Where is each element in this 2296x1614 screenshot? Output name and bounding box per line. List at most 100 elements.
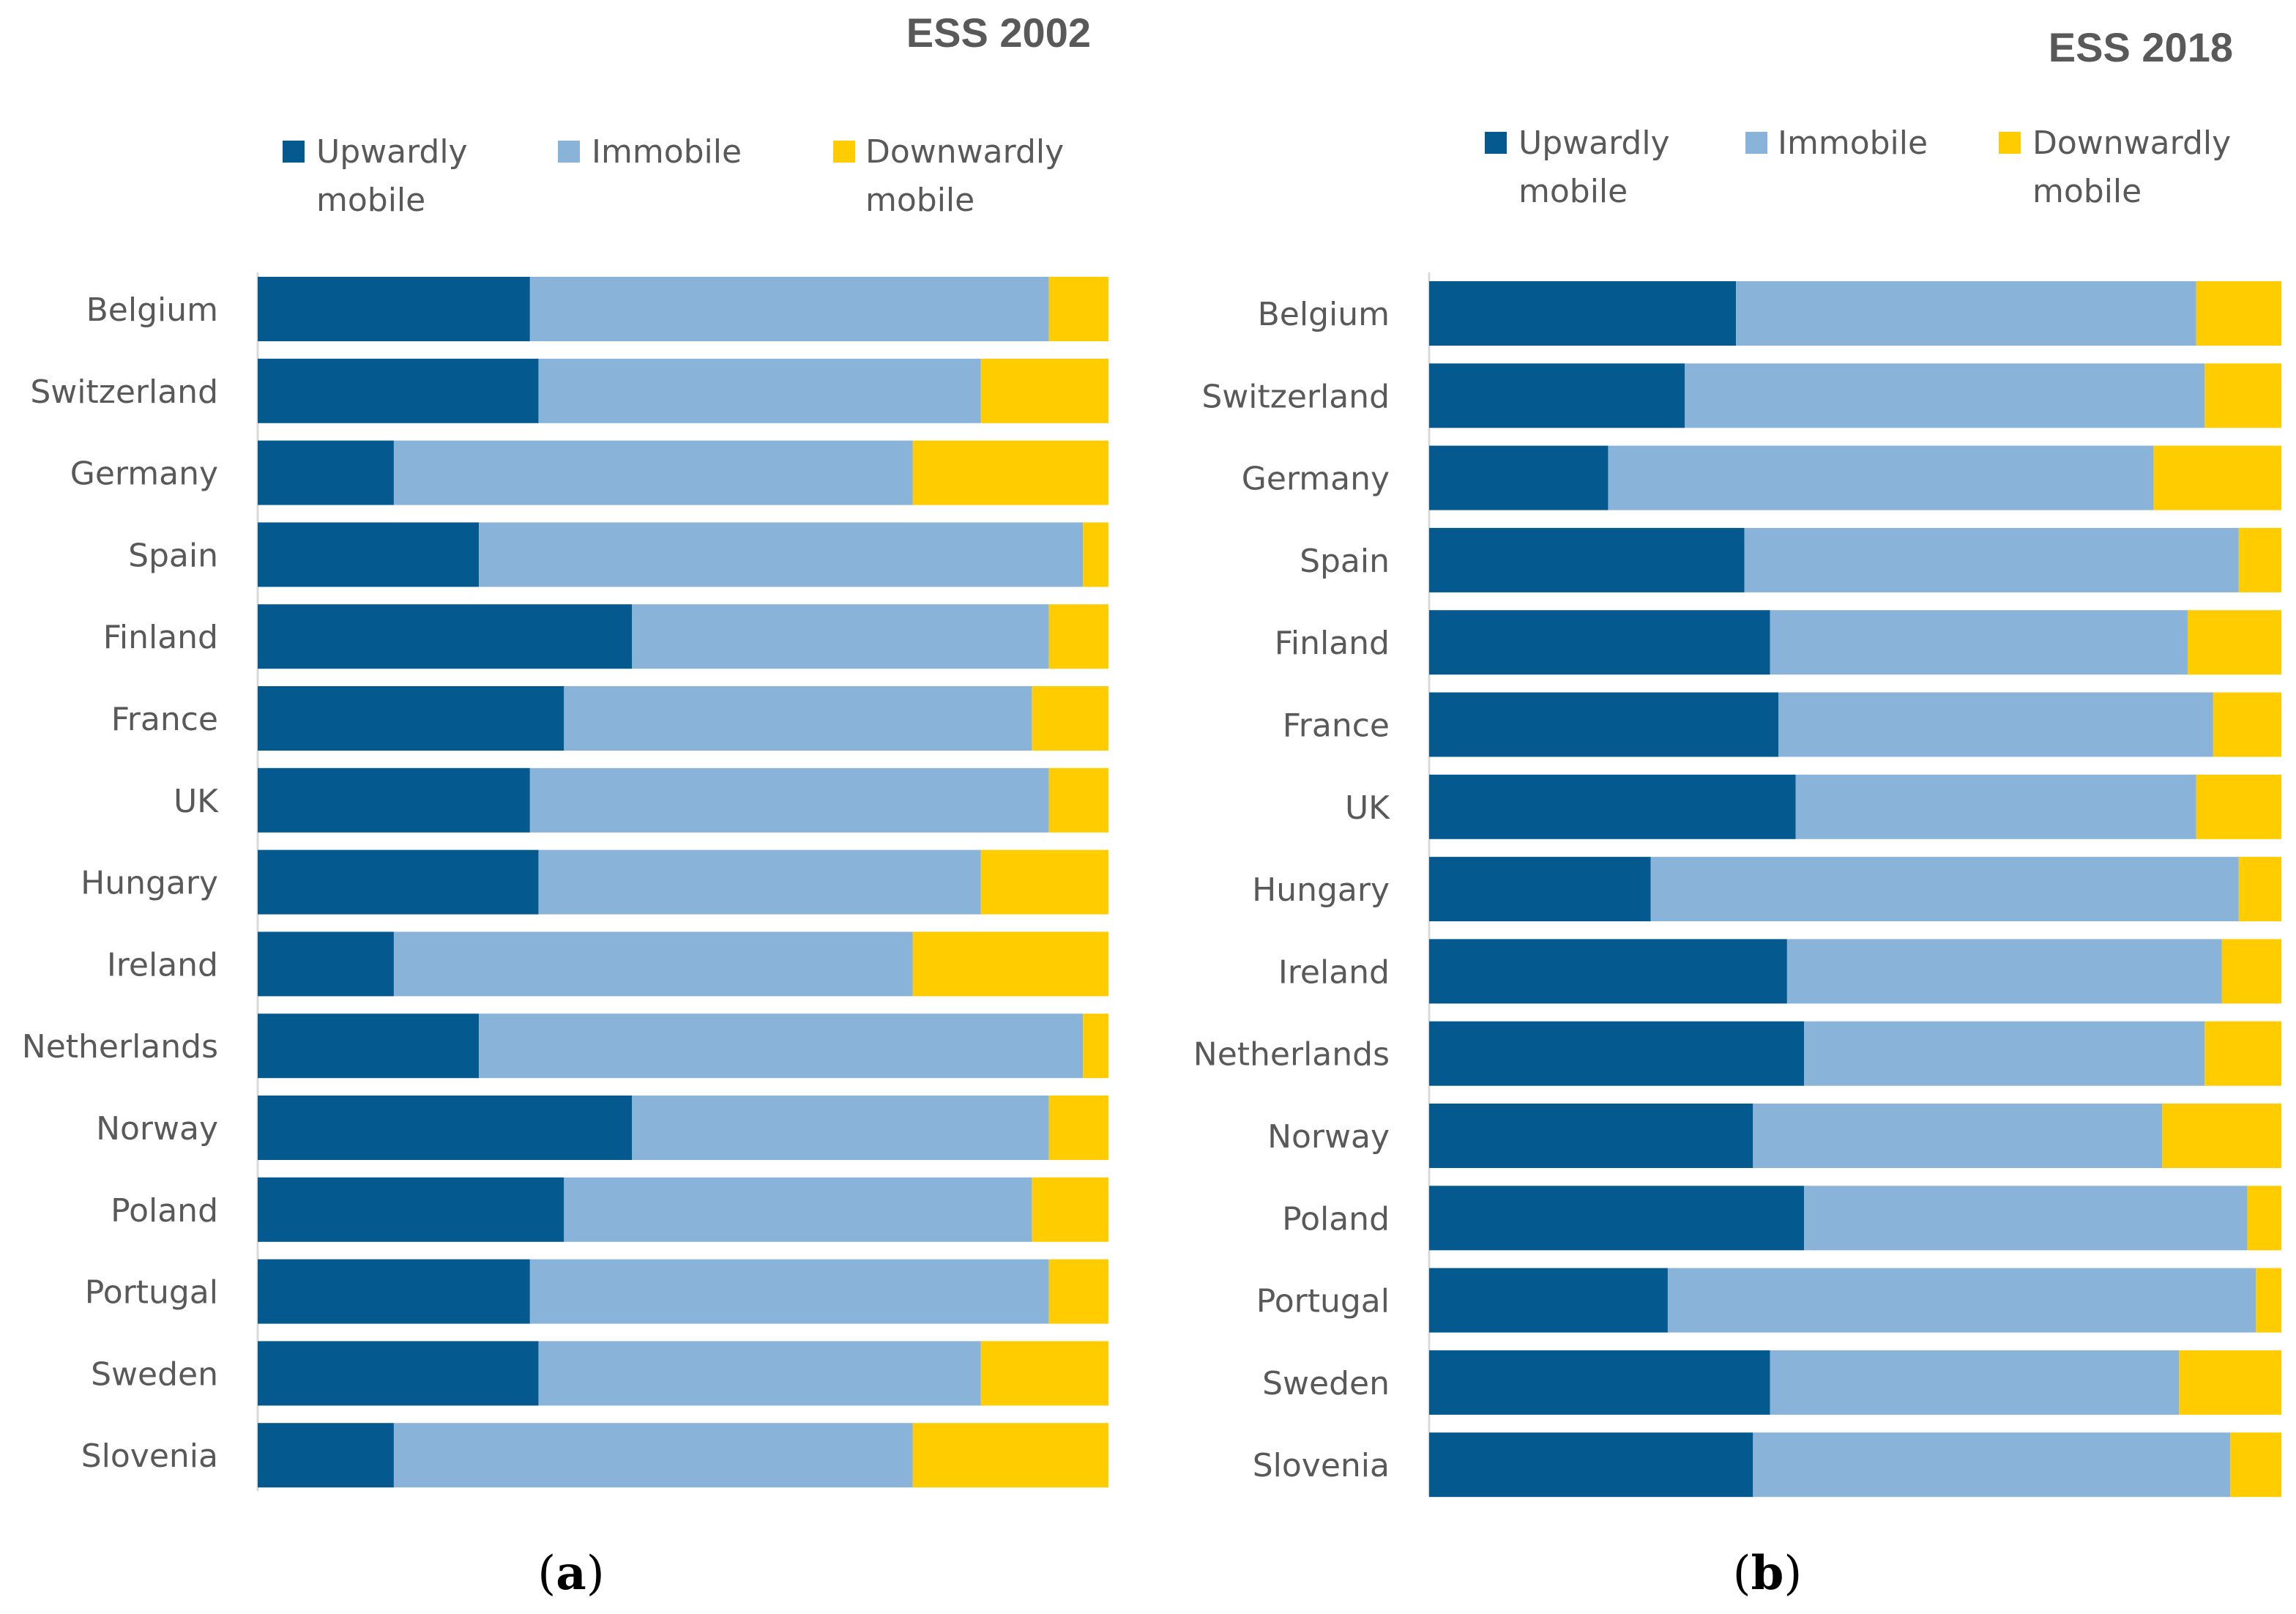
panel-b-category-label: Belgium: [1258, 296, 1390, 333]
panel-b-category-label: Spain: [1300, 543, 1390, 580]
panel-b-legend-label-0: Upwardly mobile: [1518, 124, 1670, 210]
panel-a-bar-immobile: [479, 1014, 1084, 1079]
panel-a-bar-immobile: [632, 604, 1049, 669]
panel-b-category-label: UK: [1345, 789, 1390, 827]
panel-b-bar-downwardly-mobile: [2204, 1021, 2281, 1086]
panel-a-bar-downwardly-mobile: [1048, 1259, 1108, 1324]
panel-b-bar-downwardly-mobile: [2238, 857, 2281, 922]
panel-b-bar-immobile: [1753, 1104, 2163, 1168]
panel-a-bar-upwardly-mobile: [258, 1423, 394, 1488]
panel-a-bar-immobile: [538, 358, 981, 423]
panel-b-bar-downwardly-mobile: [2196, 281, 2281, 346]
panel-b-bar-upwardly-mobile: [1429, 939, 1787, 1004]
panel-a-category-label: Norway: [96, 1110, 218, 1148]
panel-b-legend-label-2: Downwardly mobile: [2032, 124, 2231, 210]
panel-a-bar-immobile: [538, 1341, 981, 1406]
panel-b-legend-swatch-0: [1485, 132, 1507, 154]
panel-a-title: ESS 2002: [906, 10, 1091, 56]
panel-a-bar-upwardly-mobile: [258, 1341, 539, 1406]
panel-b-bar-upwardly-mobile: [1429, 610, 1770, 675]
panel-a-category-label: Poland: [111, 1192, 218, 1230]
panel-a-bar-upwardly-mobile: [258, 686, 564, 751]
panel-a-bar-immobile: [538, 849, 981, 915]
panel-a-category-label: Spain: [128, 537, 218, 574]
panel-a-legend-label-1: Immobile: [592, 133, 742, 171]
panel-a-bar-upwardly-mobile: [258, 440, 394, 505]
panel-b-bar-immobile: [1795, 774, 2196, 839]
panel-a-category-label: Switzerland: [30, 373, 218, 411]
panel-b-panel-label: (b): [1733, 1546, 1803, 1601]
panel-b-bar-downwardly-mobile: [2247, 1186, 2281, 1251]
panel-b-bar-upwardly-mobile: [1429, 445, 1609, 510]
panel-a-bar-downwardly-mobile: [1048, 277, 1108, 341]
panel-b-category-label: Slovenia: [1253, 1447, 1390, 1484]
panel-a-bar-upwardly-mobile: [258, 1259, 530, 1324]
panel-b-title: ESS 2018: [2049, 24, 2233, 70]
panel-b-category-label: Germany: [1242, 461, 1390, 498]
panel-b-bar-downwardly-mobile: [2153, 445, 2281, 510]
panel-b-bar-immobile: [1786, 939, 2222, 1004]
panel-b-bar-immobile: [1650, 857, 2239, 922]
panel-b-bar-upwardly-mobile: [1429, 1268, 1668, 1333]
panel-a-category-label: Germany: [70, 455, 218, 493]
panel-b-bar-immobile: [1804, 1021, 2205, 1086]
panel-a-bar-upwardly-mobile: [258, 277, 530, 341]
panel-b-category-label: Finland: [1275, 625, 1390, 662]
panel-a-legend-swatch-2: [833, 141, 855, 163]
panel-a-bar-downwardly-mobile: [980, 1341, 1108, 1406]
panel-b-bar-immobile: [1608, 445, 2154, 510]
panel-b-category-label: Hungary: [1252, 871, 1390, 909]
panel-a-category-label: UK: [174, 783, 219, 820]
panel-b-bar-downwardly-mobile: [2238, 527, 2281, 592]
panel-a-bar-immobile: [529, 277, 1049, 341]
panel-a-bar-immobile: [479, 522, 1084, 587]
panel-a-bar-downwardly-mobile: [912, 440, 1108, 505]
panel-b-legend-swatch-2: [1999, 132, 2021, 154]
panel-a-category-label: Sweden: [91, 1355, 218, 1393]
panel-a-category-label: France: [111, 701, 218, 738]
panel-a-bar-upwardly-mobile: [258, 604, 633, 669]
panel-b-bar-downwardly-mobile: [2256, 1268, 2281, 1333]
panel-b-bar-immobile: [1804, 1186, 2248, 1251]
panel-a-panel-label: (a): [537, 1546, 604, 1601]
panel-b-category-label: Norway: [1267, 1118, 1390, 1156]
panel-a-legend-label-2: Downwardly mobile: [865, 133, 1064, 219]
panel-b-bar-upwardly-mobile: [1429, 857, 1651, 922]
panel-b-bar-upwardly-mobile: [1429, 363, 1685, 428]
panel-b-category-label: Poland: [1282, 1200, 1390, 1238]
panel-a-bar-downwardly-mobile: [912, 1423, 1108, 1488]
panel-a-bar-downwardly-mobile: [912, 931, 1108, 997]
panel-a-bar-immobile: [393, 440, 913, 505]
panel-b-bar-downwardly-mobile: [2162, 1104, 2281, 1168]
panel-b-category-label: Switzerland: [1201, 378, 1390, 415]
panel-a-legend-swatch-1: [558, 141, 580, 163]
panel-a-bar-downwardly-mobile: [1083, 522, 1108, 587]
panel-b-bar-upwardly-mobile: [1429, 1104, 1753, 1168]
panel-a-bar-upwardly-mobile: [258, 1014, 480, 1079]
panel-a-bar-upwardly-mobile: [258, 522, 480, 587]
panel-a-category-label: Finland: [103, 619, 218, 656]
panel-b-bar-upwardly-mobile: [1429, 1021, 1805, 1086]
panel-b-category-label: Sweden: [1262, 1365, 1390, 1402]
panel-a-bar-downwardly-mobile: [1083, 1014, 1108, 1079]
panel-b-bar-upwardly-mobile: [1429, 774, 1796, 839]
panel-a-bar-immobile: [632, 1096, 1049, 1160]
panel-a-category-label: Netherlands: [22, 1028, 218, 1066]
panel-b-bar-immobile: [1736, 281, 2196, 346]
panel-a-bar-immobile: [529, 767, 1049, 833]
panel-a-bar-upwardly-mobile: [258, 1096, 633, 1160]
panel-a-bar-immobile: [529, 1259, 1049, 1324]
panel-a-bar-upwardly-mobile: [258, 358, 539, 423]
panel-b-bar-immobile: [1685, 363, 2205, 428]
panel-a-category-label: Portugal: [85, 1274, 218, 1312]
panel-a-bar-downwardly-mobile: [1048, 604, 1108, 669]
panel-a-bar-immobile: [393, 1423, 913, 1488]
panel-a-category-label: Ireland: [107, 946, 218, 983]
panel-a-bar-downwardly-mobile: [980, 849, 1108, 915]
panel-a-bar-downwardly-mobile: [1032, 686, 1108, 751]
panel-b-bar-downwardly-mobile: [2230, 1432, 2281, 1498]
panel-a-bar-immobile: [564, 1177, 1032, 1242]
panel-a-category-label: Belgium: [86, 291, 218, 329]
panel-b-bar-downwardly-mobile: [2204, 363, 2281, 428]
